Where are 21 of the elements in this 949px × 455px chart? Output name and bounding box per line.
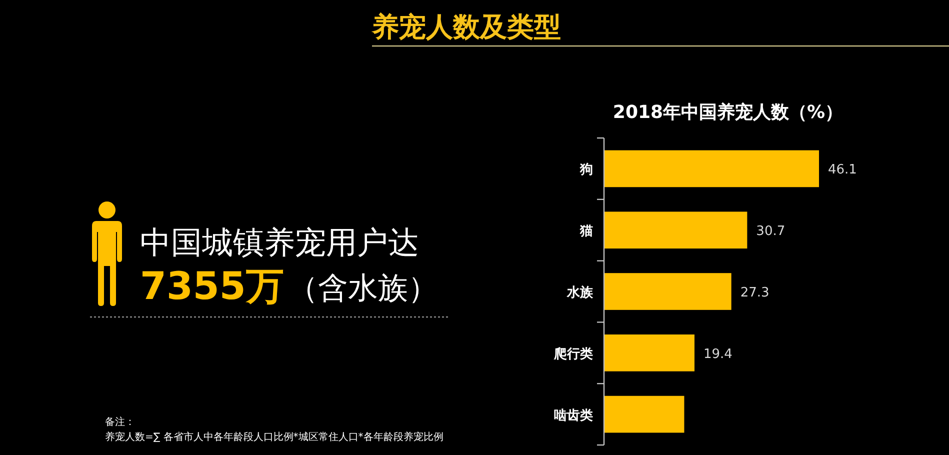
data-label: 46.1 xyxy=(828,162,857,178)
text: 7355万 xyxy=(140,264,284,308)
y-tick-label: 水族 xyxy=(566,284,594,300)
bar xyxy=(604,150,819,188)
chart-subtitle: 2018年中国养宠人数（%） xyxy=(612,102,844,123)
bar xyxy=(604,212,748,249)
chart-title: 养宠人数及类型 xyxy=(371,12,561,43)
data-label: 27.3 xyxy=(740,286,770,300)
text: 备注： xyxy=(105,416,135,428)
bar xyxy=(604,396,684,433)
data-label: 19.4 xyxy=(703,346,732,362)
y-tick-label: 狗 xyxy=(579,162,593,178)
bar xyxy=(604,334,694,372)
data-label: 30.7 xyxy=(756,224,786,240)
text: 养宠人数=∑ 各省市人中各年龄段人口比例*城区常住人口*各年龄段养宠比例 xyxy=(105,431,444,443)
text: 中国城镇养宠用户达 xyxy=(140,225,419,261)
bar xyxy=(604,273,732,310)
y-tick-label: 爬行类 xyxy=(553,346,593,362)
y-tick-label: 啮齿类 xyxy=(554,408,593,424)
text: （含水族） xyxy=(288,271,438,306)
y-tick-label: 猫 xyxy=(579,224,593,240)
